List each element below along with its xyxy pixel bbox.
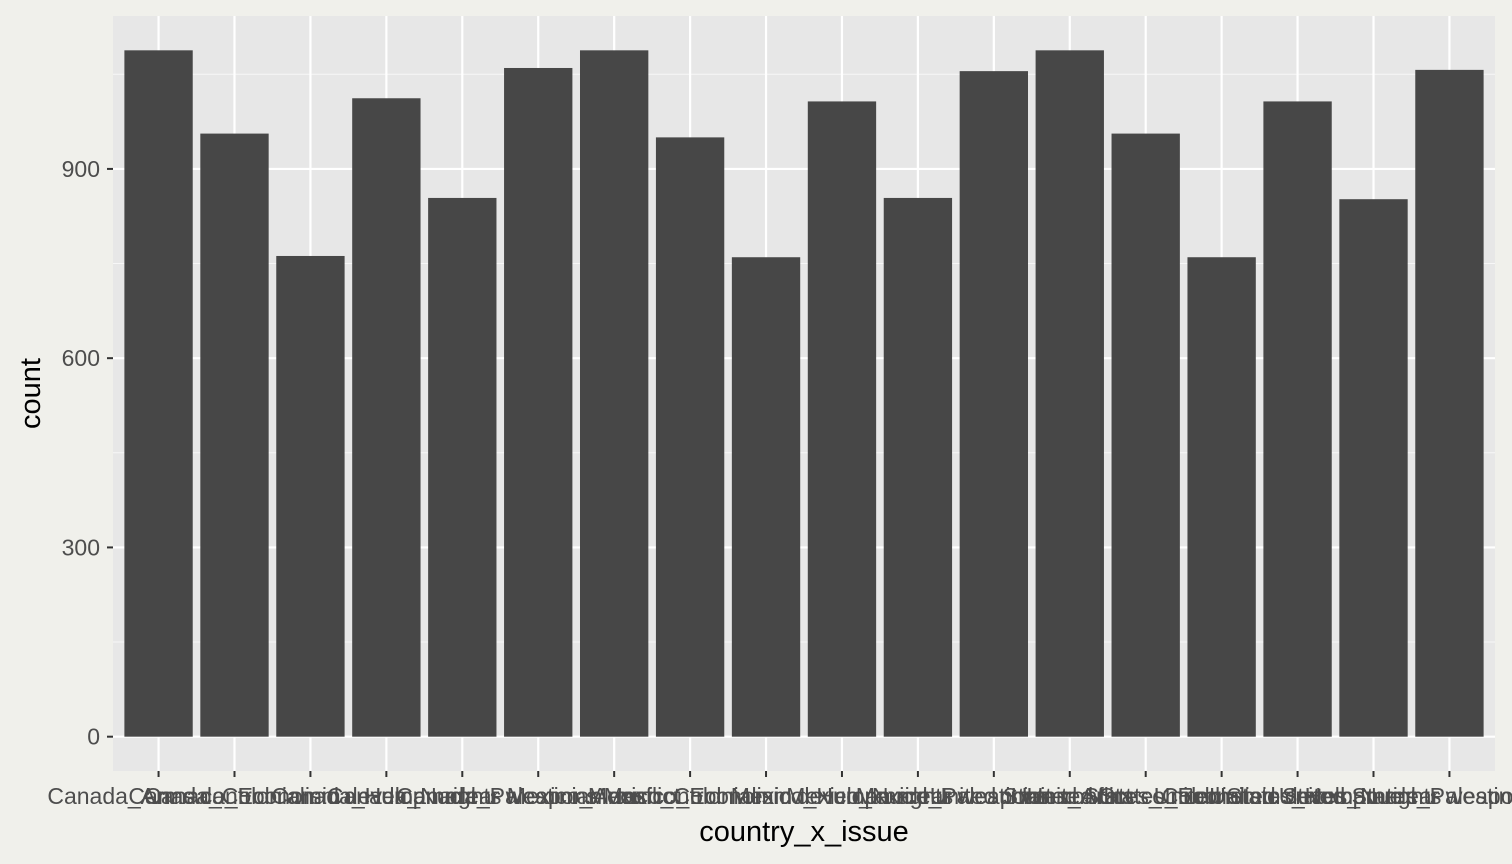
y-tick-label: 300 (62, 534, 100, 560)
x-tick-label: United States_Colonialism (1011, 783, 1281, 809)
bar (655, 137, 725, 737)
bar (428, 197, 497, 737)
bar (1339, 199, 1408, 737)
bar (807, 101, 877, 737)
bar (883, 197, 953, 737)
x-tick-label: Canada_Human rights (271, 783, 501, 809)
x-tick-label: United States_Economic development (1027, 783, 1418, 809)
y-tick-label: 0 (87, 724, 100, 750)
bar (276, 255, 345, 737)
x-tick-label: United States_Palestinian conflict (1279, 783, 1512, 809)
bar (352, 98, 421, 737)
bar (1415, 69, 1484, 737)
x-tick-label: Mexico_Economic development (604, 783, 929, 809)
x-axis-title: country_x_issue (699, 816, 909, 848)
x-tick-label: Canada_Colonialism (128, 783, 340, 809)
x-tick-label: United States_Nuclear weapons (1209, 783, 1512, 809)
x-tick-label: Mexico_Human rights (731, 783, 953, 809)
x-tick-label: Mexico_Nuclear weapons (786, 783, 1049, 809)
x-tick-label: Canada_Palestinian conflict (396, 783, 680, 809)
bar (959, 71, 1029, 737)
bar (579, 50, 649, 737)
x-tick-label: Canada_Economic development (144, 783, 477, 809)
bar (1035, 50, 1104, 737)
bar (504, 67, 573, 737)
bar (124, 50, 193, 737)
bar (731, 257, 801, 737)
x-tick-label: Mexico_Colonialism (588, 783, 793, 809)
y-axis-title: count (15, 358, 47, 429)
x-tick-label: Canada_Nuclear weapons (327, 783, 598, 809)
x-tick-label: Mexico_Arms control (507, 783, 722, 809)
bar (200, 133, 269, 737)
x-tick-label: United States_Human rights (1154, 783, 1442, 809)
y-axis: 0 300 600 900 (62, 156, 113, 750)
y-tick-label: 600 (62, 345, 100, 371)
y-tick-label: 900 (62, 156, 100, 182)
x-tick-label: United States_Arms control (930, 783, 1210, 809)
bar (1263, 101, 1332, 737)
x-axis: Canada_Arms controlCanada_ColonialismCan… (47, 771, 1512, 809)
bars (124, 50, 1484, 737)
bar (1111, 133, 1180, 737)
x-tick-label: Mexico_Palestinian conflict (856, 783, 1133, 809)
x-tick-label: Canada_Arms control (47, 783, 269, 809)
bar (1187, 257, 1256, 737)
